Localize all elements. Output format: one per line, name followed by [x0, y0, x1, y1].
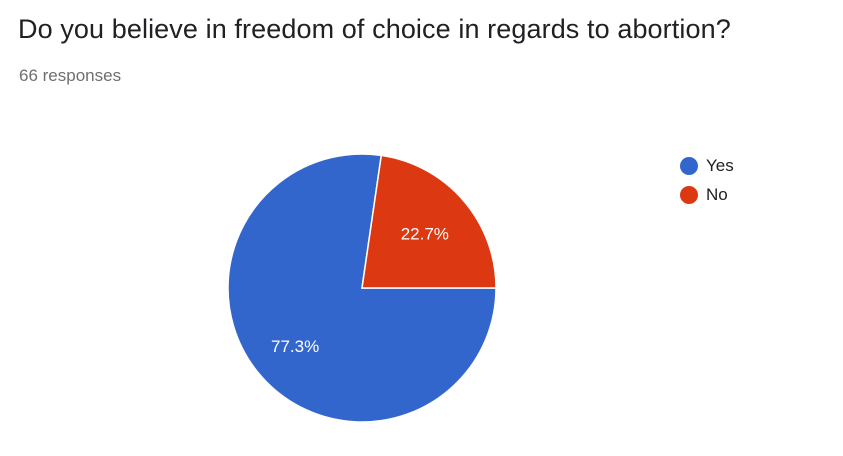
- pie-labels: 77.3% 22.7%: [271, 225, 449, 356]
- legend-item-no[interactable]: No: [680, 180, 734, 209]
- response-count: 66 responses: [19, 66, 122, 85]
- pie-slices: [227, 153, 497, 423]
- chart-legend: Yes No: [680, 151, 734, 209]
- legend-swatch-no: [680, 185, 698, 204]
- legend-label-no: No: [706, 184, 728, 204]
- legend-swatch-yes: [680, 156, 698, 175]
- question-title: Do you believe in freedom of choice in r…: [18, 14, 731, 44]
- pie-slice-no[interactable]: [361, 154, 497, 289]
- legend-item-yes[interactable]: Yes: [680, 151, 734, 180]
- pie-label-yes: 77.3%: [271, 337, 319, 356]
- legend-label-yes: Yes: [706, 155, 734, 175]
- pie-label-no: 22.7%: [401, 225, 449, 244]
